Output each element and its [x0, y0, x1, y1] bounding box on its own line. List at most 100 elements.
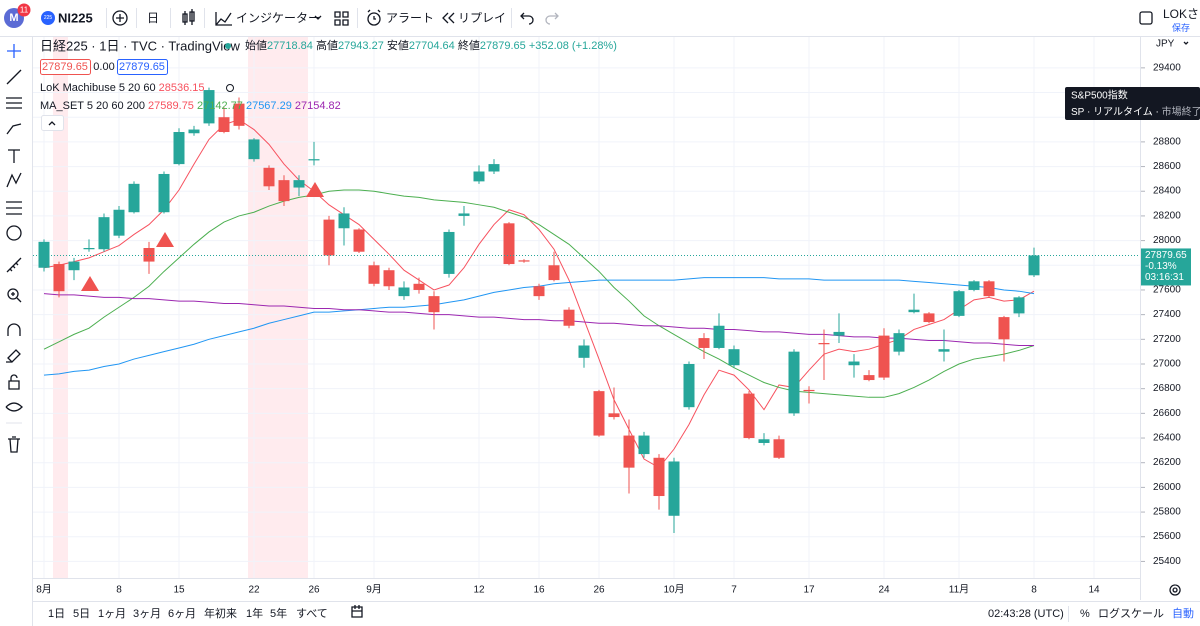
candle-body [608, 413, 620, 418]
replay-icon[interactable] [442, 12, 455, 24]
moving-average-line [43, 293, 1034, 346]
collapse-icon [48, 121, 56, 126]
candle-body [323, 219, 335, 256]
y-tick-label: 29400 [1153, 62, 1181, 73]
indicator-value: 27567.29 [246, 100, 292, 112]
alert-button[interactable]: アラート [386, 11, 434, 25]
symbol[interactable]: NI225 [58, 11, 93, 26]
undo-icon[interactable] [520, 12, 534, 25]
bar-countdown: 03:16:31 [1145, 272, 1184, 283]
candle-body [818, 343, 830, 345]
candle-body [488, 164, 500, 172]
candle-body [248, 139, 260, 160]
signal-marker [306, 182, 324, 197]
replay-button[interactable]: リプレイ [458, 11, 506, 25]
icon-tool[interactable] [6, 225, 22, 241]
checkbox[interactable] [1139, 11, 1153, 25]
alert-icon[interactable] [367, 12, 381, 26]
range-button[interactable]: 1年 [246, 606, 263, 620]
high-label: 高値 [316, 38, 338, 52]
crosshair-tool[interactable] [7, 44, 21, 58]
zoom-tool[interactable] [7, 288, 19, 300]
lock-drawing-tool[interactable] [6, 349, 21, 363]
open-label: 始値 [245, 38, 267, 52]
close-label: 終値 [458, 38, 480, 52]
auto-scale-button[interactable]: 自動 [1172, 606, 1194, 620]
bid-price: 27879.65 [42, 61, 88, 73]
ask-box[interactable] [117, 59, 168, 75]
indicator-hidden-icon[interactable] [226, 84, 234, 92]
indicators-button[interactable]: インジケーター [236, 11, 320, 25]
indicators-icon[interactable] [215, 12, 232, 26]
chart-type-icon[interactable] [182, 9, 195, 25]
ruler-tool[interactable] [6, 257, 22, 273]
redo-icon[interactable] [545, 12, 559, 25]
clock: 02:43:28 (UTC) [988, 608, 1064, 620]
candle-body [743, 393, 755, 439]
candle-body [593, 391, 605, 436]
percent-button[interactable]: % [1080, 608, 1090, 620]
prediction-tool[interactable] [6, 201, 22, 215]
log-scale-button[interactable]: ログスケール [1098, 606, 1164, 620]
currency[interactable]: JPY [1156, 39, 1175, 50]
y-tick-label: 26800 [1153, 383, 1181, 394]
user-name[interactable]: LOKさん [1163, 7, 1200, 21]
settings-icon[interactable] [1169, 584, 1181, 596]
tooltip-status: SP · リアルタイム · 市場終了 [1071, 105, 1200, 118]
range-button[interactable]: すべて [296, 607, 328, 620]
candle-body [623, 435, 635, 468]
ask-price: 27879.65 [119, 61, 165, 73]
candle-body [233, 103, 245, 126]
delete-tool[interactable] [8, 436, 20, 453]
candle-body [668, 461, 680, 516]
zoom-tool [11, 292, 22, 303]
pattern-tool[interactable] [6, 172, 22, 188]
candle-body [908, 309, 920, 313]
date-range-icon[interactable] [351, 605, 363, 618]
dropdown-icon[interactable] [314, 15, 322, 20]
candle-body [173, 132, 185, 165]
range-button[interactable]: 年初来 [204, 606, 237, 620]
candle-body [728, 349, 740, 366]
trend-line-tool[interactable] [6, 69, 22, 85]
x-tick-label: 16 [533, 585, 545, 596]
candle-body [1013, 297, 1025, 314]
candle-body [158, 173, 170, 213]
candle-body [278, 180, 290, 202]
range-button[interactable]: 3ヶ月 [133, 608, 161, 620]
candle-body [98, 217, 110, 250]
layouts-icon[interactable] [334, 11, 349, 26]
candle-body [848, 361, 860, 366]
high-value: 27943.27 [338, 40, 384, 52]
save-button[interactable]: 保存 [1172, 22, 1190, 33]
indicator-name: LoK Machibuse 5 20 60 [40, 82, 156, 94]
bid-box[interactable] [40, 59, 91, 75]
interval[interactable]: 日 [147, 11, 159, 25]
y-tick-label: 25800 [1153, 507, 1181, 518]
magnet-tool[interactable] [7, 323, 21, 336]
indicator-value: 27142.77 [197, 100, 243, 112]
add-symbol-icon[interactable] [112, 10, 128, 26]
range-button[interactable]: 1ヶ月 [98, 608, 126, 620]
candle-body [353, 229, 365, 252]
x-tick-label: 12 [473, 585, 485, 596]
open-value: 27718.84 [267, 40, 313, 52]
range-button[interactable]: 5日 [73, 608, 90, 620]
range-button[interactable]: 1日 [48, 608, 65, 620]
fib-tool[interactable] [6, 97, 22, 109]
indicator-legend: LoK Machibuse 5 20 60 28536.15 [40, 82, 205, 94]
text-tool[interactable] [8, 149, 20, 163]
lock-tool[interactable] [8, 374, 20, 390]
signal-marker [156, 232, 174, 247]
last-price-box: 27879.65-0.13%03:16:31 [1141, 248, 1191, 286]
symbol-icon [41, 11, 55, 25]
candle-body [128, 183, 140, 213]
ohlc-legend: 始値27718.84 高値27943.27 安値27704.64 終値27879… [245, 38, 617, 52]
spread: 0.00 [93, 61, 114, 73]
brush-tool[interactable] [6, 123, 22, 135]
range-button[interactable]: 5年 [270, 606, 287, 620]
candle-body [803, 389, 815, 392]
visibility-tool[interactable] [5, 402, 23, 412]
badge [17, 3, 31, 17]
range-button[interactable]: 6ヶ月 [168, 608, 196, 620]
